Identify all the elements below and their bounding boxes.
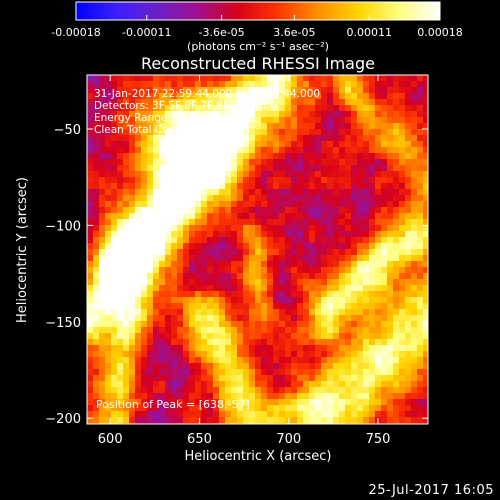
- chart-title: Reconstructed RHESSI Image: [141, 54, 375, 73]
- annotation-line: Energy Range: 12.0 - 25.0 keV: [94, 112, 255, 124]
- x-tick-label: 700: [276, 432, 301, 447]
- y-tick-label: −150: [45, 316, 81, 331]
- colorbar: [75, 1, 441, 21]
- render-date: 25-Jul-2017 16:05: [368, 483, 494, 498]
- colorbar-tick-label: -0.00011: [122, 26, 171, 39]
- y-tick-label: −50: [54, 123, 81, 138]
- colorbar-tick-label: -3.6e-05: [198, 26, 244, 39]
- plot-frame: [86, 74, 429, 425]
- y-tick-label: −200: [45, 412, 81, 427]
- peak-position-label: Position of Peak = [638,-57]: [96, 398, 250, 411]
- colorbar-tick-label: -0.00018: [51, 26, 100, 39]
- heatmap-image: [87, 75, 428, 424]
- x-tick-label: 600: [98, 432, 123, 447]
- annotation-line: 31-Jan-2017 22:59:44.000 to 23:09:44.000: [94, 88, 320, 100]
- colorbar-tick-label: 0.00011: [346, 26, 392, 39]
- annotation-line: Detectors: 3F 5F 6F 7F 8F 9F, Att 0: [94, 100, 277, 112]
- x-tick-label: 650: [187, 432, 212, 447]
- annotation-line: Clean Total Counts: 1.22E+04: [94, 124, 251, 136]
- x-tick-label: 750: [366, 432, 391, 447]
- colorbar-tick-label: 0.00018: [417, 26, 463, 39]
- x-axis-label: Heliocentric X (arcsec): [185, 449, 332, 464]
- colorbar-tick-label: 3.6e-05: [273, 26, 315, 39]
- y-tick-label: −100: [45, 219, 81, 234]
- y-axis-label: Heliocentric Y (arcsec): [15, 177, 30, 323]
- colorbar-unit-label: (photons cm⁻² s⁻¹ asec⁻²): [187, 40, 329, 53]
